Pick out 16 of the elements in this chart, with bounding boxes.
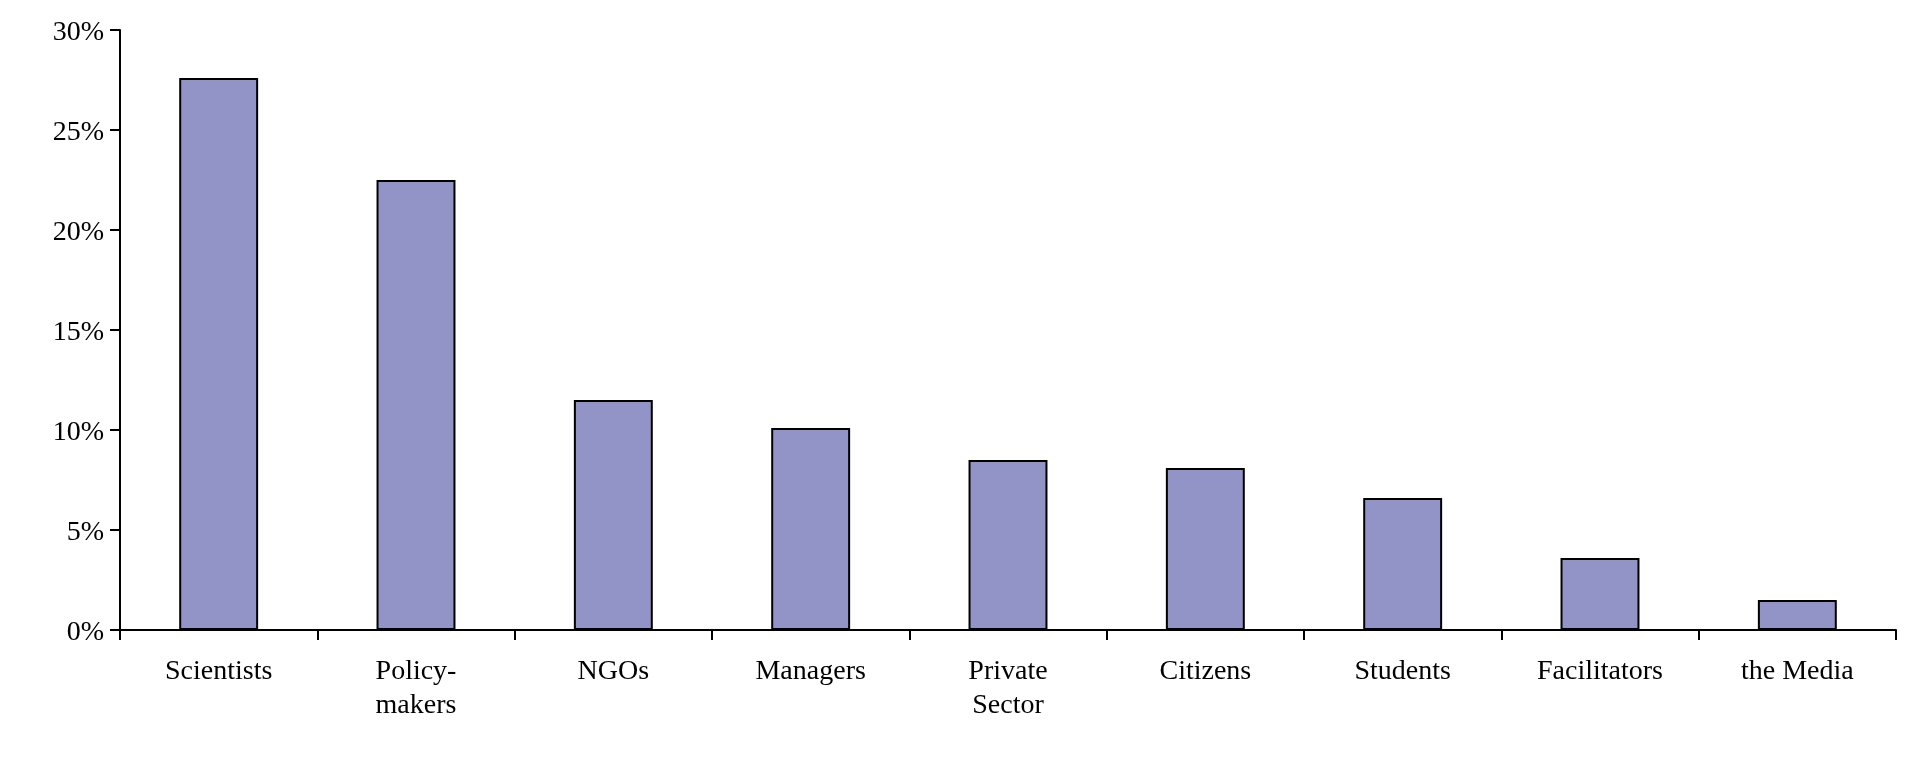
x-tick-label: Facilitators [1537,653,1663,685]
x-tick-label: the Media [1740,653,1855,685]
x-tick-label: NGOs [577,653,650,685]
y-tick-label: 25% [52,114,104,146]
y-tick-label: 20% [52,214,104,246]
y-tick-label: 30% [52,14,104,46]
x-tick-label: Private Sector [968,653,1048,719]
y-tick-label: 0% [66,614,104,646]
x-tick-label: Scientists [164,653,273,685]
y-tick-label: 15% [52,314,104,346]
x-tick-label: Citizens [1159,653,1252,685]
x-tick-label: Students [1354,653,1451,685]
y-tick-label: 5% [66,514,104,546]
y-tick-label: 10% [52,414,104,446]
x-tick-label: Managers [755,653,866,685]
x-tick-label: Policy- makers [375,653,457,719]
